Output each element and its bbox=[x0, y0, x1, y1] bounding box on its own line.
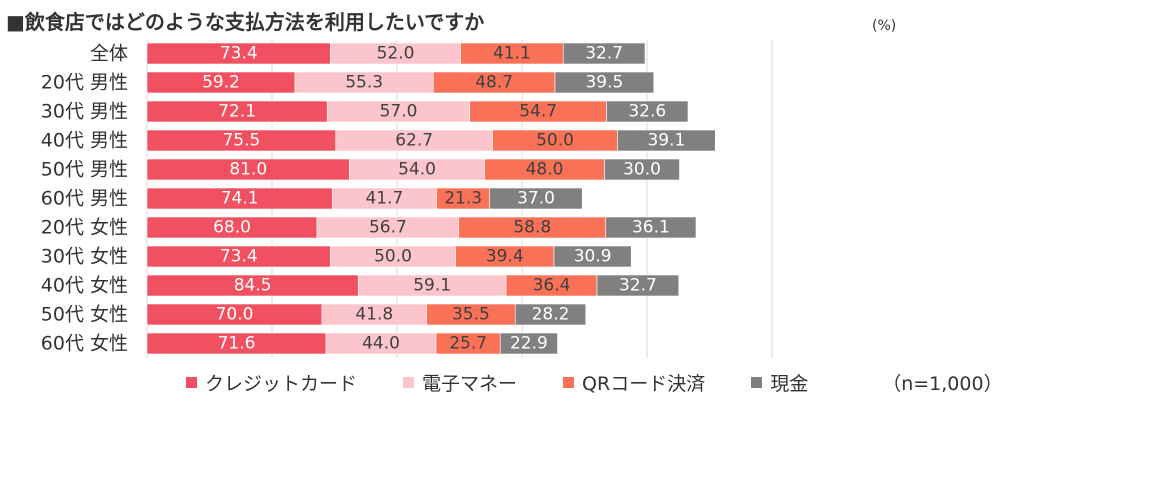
bar-cash bbox=[562, 42, 646, 65]
bar-cash bbox=[617, 129, 716, 152]
bar-cash bbox=[606, 100, 689, 123]
bar-cash bbox=[553, 245, 632, 268]
data-label-qr-payment: 21.3 bbox=[444, 189, 482, 209]
data-label-qr-payment: 58.8 bbox=[513, 218, 551, 238]
data-label-credit-card: 70.0 bbox=[216, 305, 254, 325]
data-label-cash: 37.0 bbox=[517, 189, 555, 209]
bar-cash bbox=[489, 187, 583, 210]
data-label-electronic-money: 50.0 bbox=[374, 247, 412, 267]
data-label-cash: 39.5 bbox=[585, 73, 623, 93]
data-label-electronic-money: 44.0 bbox=[362, 334, 400, 354]
data-label-qr-payment: 54.7 bbox=[519, 102, 557, 122]
data-label-cash: 36.1 bbox=[632, 218, 670, 238]
data-label-qr-payment: 41.1 bbox=[493, 44, 531, 64]
category-label: 50代 男性 bbox=[41, 159, 128, 181]
data-label-electronic-money: 56.7 bbox=[369, 218, 407, 238]
data-label-electronic-money: 54.0 bbox=[398, 160, 436, 180]
stacked-bar-chart: 全体 20代 男性 30代 男性 40代 男性 50代 男性 60代 男性 20代 女性 30… bbox=[41, 40, 773, 358]
category-labels: 全体 20代 男性 30代 男性 40代 男性 50代 男性 60代 男性 20代 女性 30… bbox=[41, 43, 128, 355]
category-label: 60代 女性 bbox=[41, 333, 128, 355]
chart-title: ■飲食店ではどのような支払方法を利用したいですか bbox=[6, 10, 485, 34]
data-label-electronic-money: 62.7 bbox=[395, 131, 433, 151]
category-label: 60代 男性 bbox=[41, 188, 128, 210]
data-label-cash: 39.1 bbox=[647, 131, 685, 151]
data-label-cash: 30.9 bbox=[574, 247, 612, 267]
bar-cash bbox=[596, 274, 680, 297]
data-label-electronic-money: 59.1 bbox=[413, 276, 451, 296]
category-label: 20代 男性 bbox=[41, 72, 128, 94]
legend-label-qr-payment: QRコード決済 bbox=[582, 372, 706, 395]
category-label: 30代 女性 bbox=[41, 246, 128, 268]
bar-cash bbox=[605, 216, 697, 239]
data-label-credit-card: 71.6 bbox=[218, 334, 256, 354]
data-label-credit-card: 59.2 bbox=[202, 73, 240, 93]
data-label-qr-payment: 25.7 bbox=[449, 334, 487, 354]
data-label-cash: 32.7 bbox=[585, 44, 623, 64]
category-label: 全体 bbox=[90, 43, 128, 65]
category-label: 40代 男性 bbox=[41, 130, 128, 152]
data-label-qr-payment: 50.0 bbox=[536, 131, 574, 151]
data-label-qr-payment: 35.5 bbox=[452, 305, 490, 325]
data-label-qr-payment: 36.4 bbox=[533, 276, 571, 296]
data-label-cash: 32.7 bbox=[619, 276, 657, 296]
data-labels: 73.4 52.0 41.1 32.7 59.2 55.3 48.7 39.5 72.1 57.0… bbox=[202, 44, 685, 354]
data-label-cash: 28.2 bbox=[532, 305, 570, 325]
legend-swatch-electronic-money bbox=[403, 376, 415, 388]
category-label: 30代 男性 bbox=[41, 101, 128, 123]
data-label-qr-payment: 39.4 bbox=[486, 247, 524, 267]
data-label-credit-card: 74.1 bbox=[221, 189, 259, 209]
category-label: 40代 女性 bbox=[41, 275, 128, 297]
data-label-electronic-money: 55.3 bbox=[345, 73, 383, 93]
legend-label-credit-card: クレジットカード bbox=[205, 372, 358, 395]
data-label-cash: 32.6 bbox=[628, 102, 666, 122]
data-label-electronic-money: 57.0 bbox=[380, 102, 418, 122]
bars bbox=[146, 42, 716, 355]
legend-swatch-credit-card bbox=[186, 376, 197, 388]
data-label-credit-card: 81.0 bbox=[229, 160, 267, 180]
data-label-credit-card: 73.4 bbox=[220, 44, 258, 64]
legend-label-cash: 現金 bbox=[770, 372, 809, 395]
data-label-qr-payment: 48.0 bbox=[526, 160, 564, 180]
legend-item-electronic-money: 電子マネー bbox=[403, 369, 517, 396]
legend-item-cash: 現金 bbox=[751, 369, 808, 396]
bar-cash bbox=[604, 158, 680, 181]
data-label-electronic-money: 52.0 bbox=[377, 44, 415, 64]
legend-label-electronic-money: 電子マネー bbox=[422, 372, 518, 395]
data-label-credit-card: 84.5 bbox=[234, 276, 272, 296]
data-label-credit-card: 72.1 bbox=[218, 102, 256, 122]
legend: クレジットカード 電子マネー QRコード決済 現金 （n=1,000） bbox=[186, 369, 1003, 396]
data-label-electronic-money: 41.8 bbox=[355, 305, 393, 325]
bar-cash bbox=[499, 332, 558, 355]
legend-item-qr-payment: QRコード決済 bbox=[563, 369, 705, 396]
unit-label: (%) bbox=[872, 18, 897, 34]
category-label: 20代 女性 bbox=[41, 217, 128, 239]
data-label-cash: 30.0 bbox=[623, 160, 661, 180]
legend-item-credit-card: クレジットカード bbox=[186, 369, 357, 396]
sample-size-note: （n=1,000） bbox=[882, 372, 1003, 395]
bar-cash bbox=[514, 303, 587, 326]
data-label-qr-payment: 48.7 bbox=[475, 73, 513, 93]
data-label-credit-card: 75.5 bbox=[222, 131, 260, 151]
data-label-cash: 22.9 bbox=[510, 334, 548, 354]
data-label-credit-card: 73.4 bbox=[220, 247, 258, 267]
category-label: 50代 女性 bbox=[41, 304, 128, 326]
legend-swatch-cash bbox=[751, 376, 763, 388]
bar-cash bbox=[554, 71, 655, 94]
data-label-credit-card: 68.0 bbox=[213, 218, 251, 238]
data-label-electronic-money: 41.7 bbox=[365, 189, 403, 209]
legend-swatch-qr-payment bbox=[563, 376, 575, 388]
